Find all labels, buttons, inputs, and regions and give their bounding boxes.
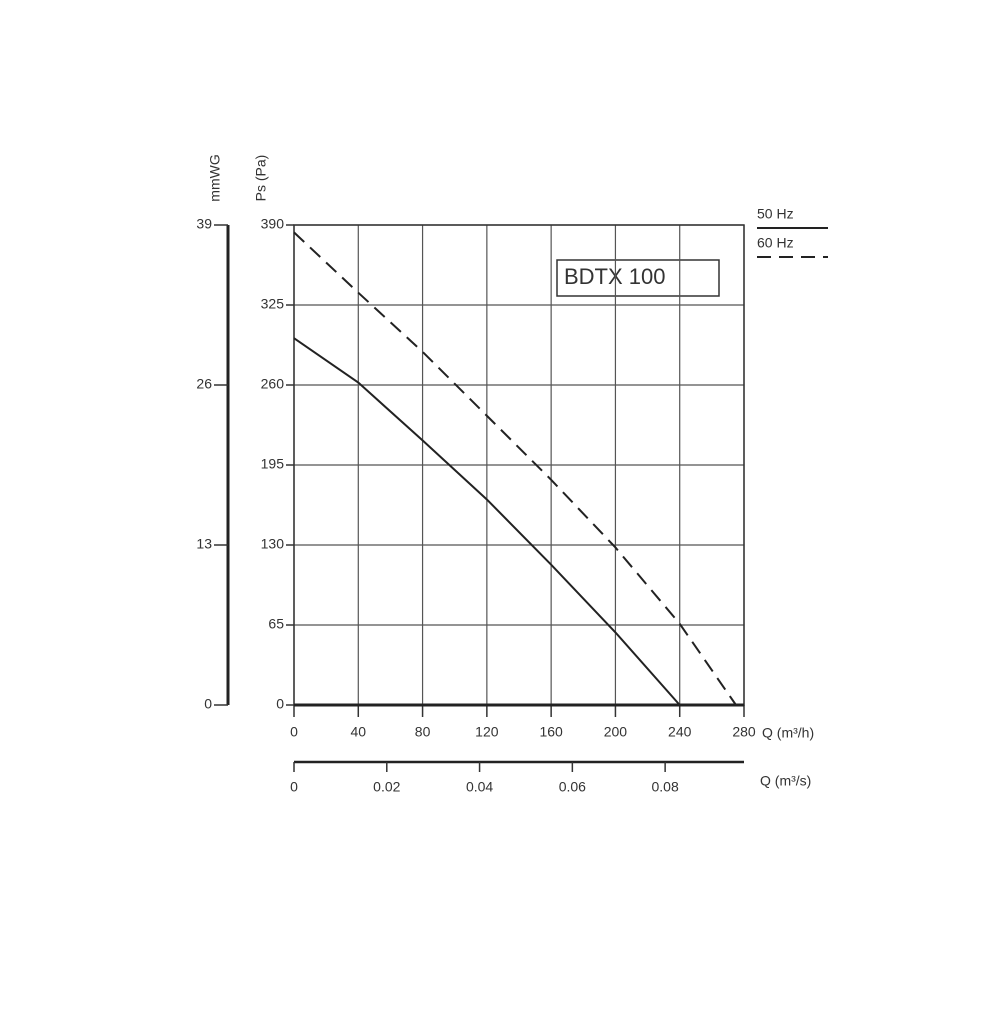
- y-tick-label: 65: [268, 616, 284, 632]
- x-axis-label: Q (m³/h): [762, 725, 814, 741]
- y-tick-label: 0: [276, 696, 284, 712]
- x-tick-label: 80: [415, 724, 431, 740]
- series-line: [293, 337, 681, 706]
- x2-axis-label: Q (m³/s): [760, 773, 811, 789]
- x-tick-label: 0: [290, 724, 298, 740]
- y-axis-label: Ps (Pa): [253, 155, 269, 202]
- x-tick-label: 200: [604, 724, 628, 740]
- y-tick-label: 325: [261, 296, 285, 312]
- y-tick-label: 260: [261, 376, 285, 392]
- y-tick-label: 130: [261, 536, 285, 552]
- annotation: BDTX 100: [564, 264, 666, 289]
- x2-tick-label: 0.08: [652, 779, 679, 795]
- legend-label: 50 Hz: [757, 206, 794, 222]
- y2-tick-label: 39: [196, 216, 212, 232]
- x-tick-label: 40: [350, 724, 366, 740]
- x2-tick-label: 0.04: [466, 779, 493, 795]
- series-line: [293, 231, 737, 706]
- y2-axis-label: mmWG: [207, 154, 223, 201]
- x-tick-label: 280: [732, 724, 756, 740]
- y-tick-label: 195: [261, 456, 285, 472]
- y2-tick-label: 0: [204, 696, 212, 712]
- y2-tick-label: 13: [196, 536, 212, 552]
- annotation-box: [556, 259, 720, 297]
- x-tick-label: 240: [668, 724, 692, 740]
- x2-tick-label: 0.02: [373, 779, 400, 795]
- y2-tick-label: 26: [196, 376, 212, 392]
- x2-tick-label: 0: [290, 779, 298, 795]
- x2-tick-label: 0.06: [559, 779, 586, 795]
- legend-label: 60 Hz: [757, 235, 794, 251]
- y-tick-label: 390: [261, 216, 285, 232]
- x-tick-label: 120: [475, 724, 499, 740]
- x-tick-label: 160: [539, 724, 563, 740]
